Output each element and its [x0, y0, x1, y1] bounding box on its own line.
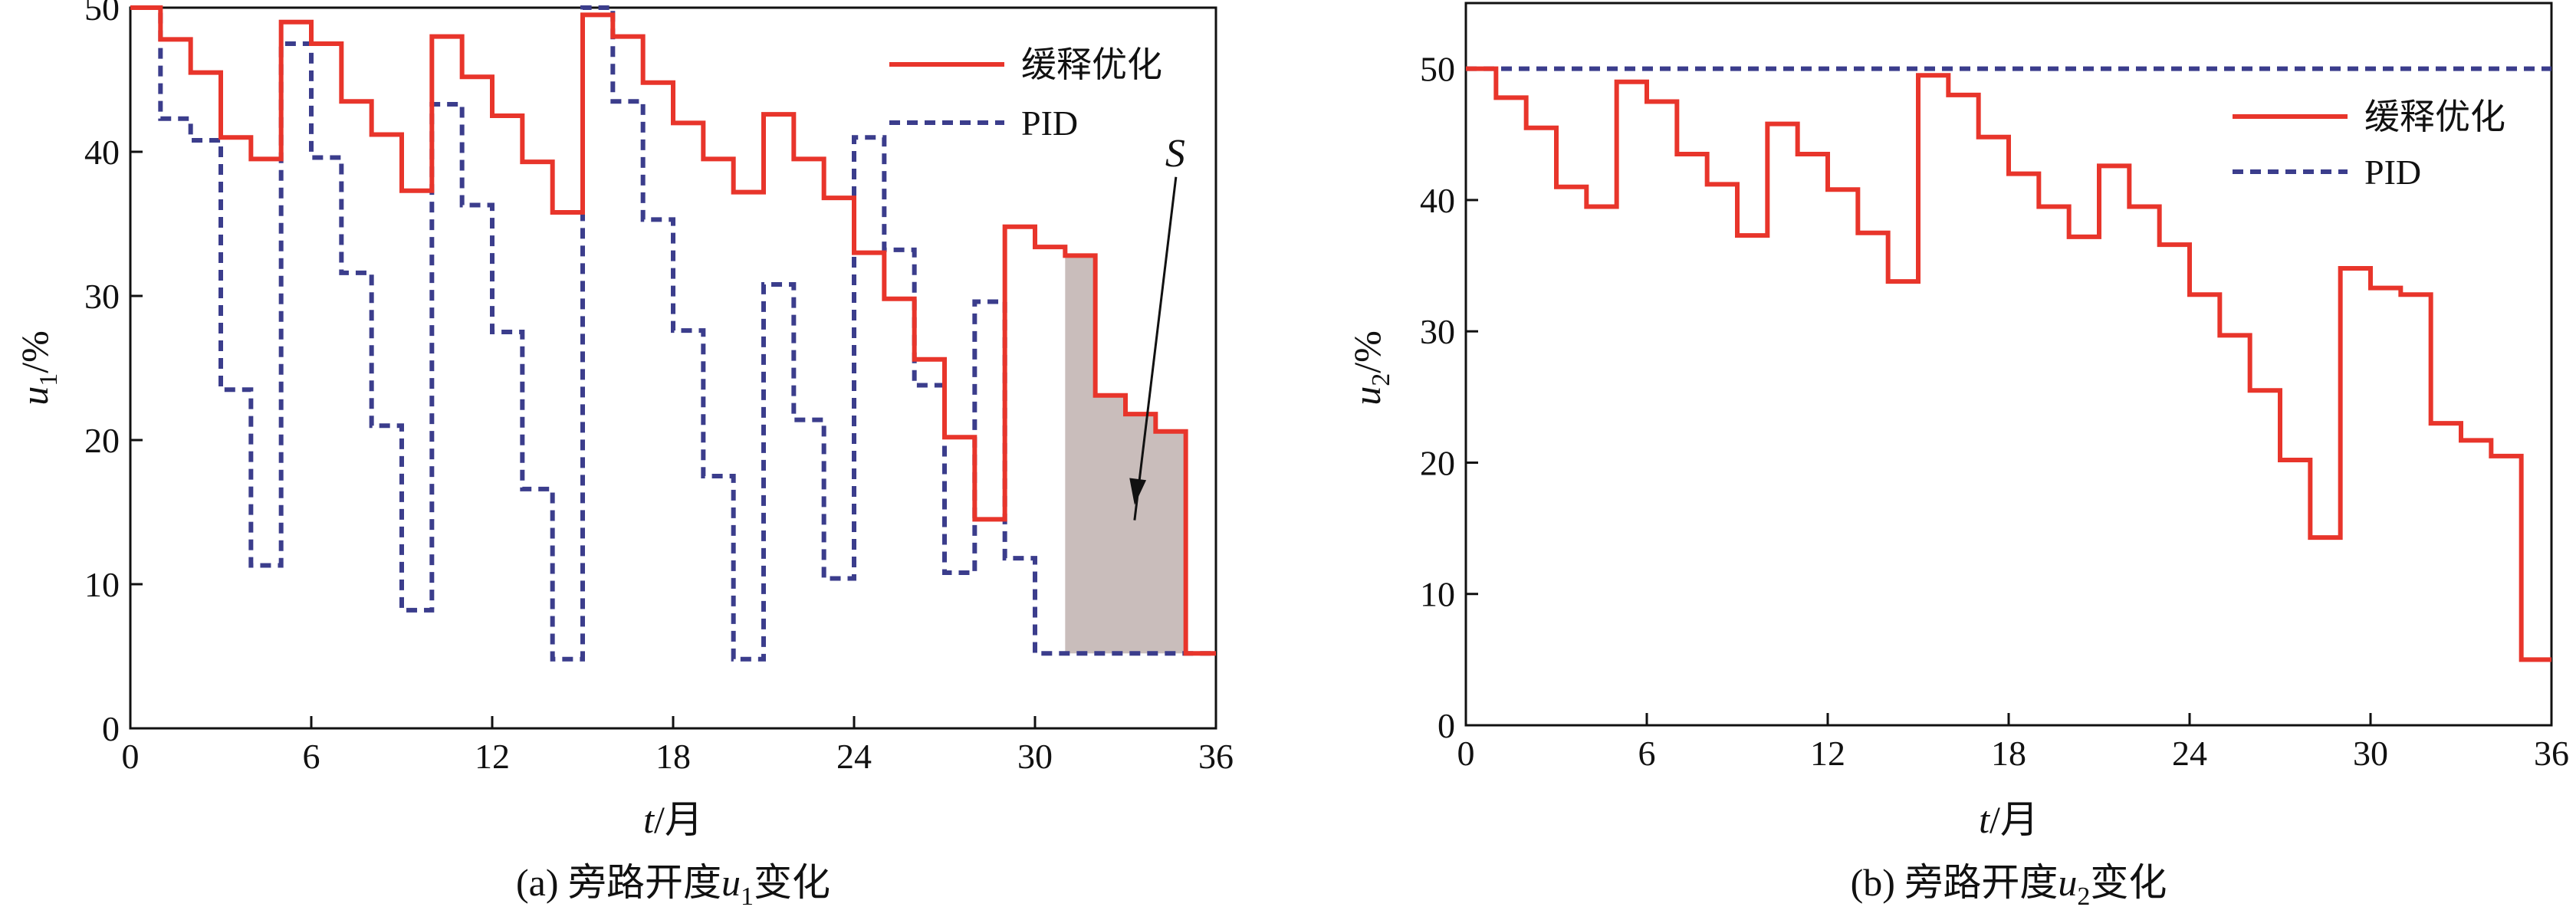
x-tick-label: 30	[1017, 737, 1053, 776]
y-tick-label: 50	[84, 0, 120, 28]
legend-b-pid-label: PID	[2364, 153, 2421, 192]
y-tick-label: 0	[1438, 706, 1455, 745]
y-tick-label: 50	[1420, 50, 1455, 89]
x-tick-label: 18	[656, 737, 691, 776]
legend-b-optimized-label: 缓释优化	[2364, 97, 2505, 136]
x-tick-label: 24	[836, 737, 872, 776]
y-tick-label: 20	[1420, 443, 1455, 482]
x-tick-label: 18	[1991, 734, 2026, 773]
x-tick-label: 30	[2353, 734, 2388, 773]
ticks-a: 0 6 12 18 24 30 36 0 10 20 30 40 50	[84, 0, 1234, 776]
y-axis-label-b: u2/%	[1346, 330, 1395, 406]
x-axis-label-b: t/月	[1979, 798, 2039, 841]
y-tick-label: 40	[84, 133, 120, 172]
caption-b: (b) 旁路开度u2变化	[1851, 861, 2167, 911]
y-tick-label: 0	[102, 709, 120, 748]
legend-b: 缓释优化 PID	[2233, 97, 2505, 192]
ticks-b: 0 6 12 18 24 30 36 0 10 20 30 40 50	[1420, 50, 2569, 773]
x-tick-label: 6	[1638, 734, 1656, 773]
annotation-s-label: S	[1165, 132, 1185, 176]
x-tick-label: 24	[2172, 734, 2207, 773]
optimized-series-b	[1466, 66, 2551, 662]
panel-b: 0 6 12 18 24 30 36 0 10 20 30 40 50 缓释优化 PID u2/% t/…	[1346, 2, 2569, 911]
x-tick-label: 12	[475, 737, 510, 776]
y-tick-label: 20	[84, 421, 120, 460]
y-tick-label: 40	[1420, 181, 1455, 220]
y-tick-label: 30	[84, 277, 120, 316]
x-tick-label: 36	[2534, 734, 2569, 773]
caption-a: (a) 旁路开度u1变化	[516, 861, 830, 911]
legend-a-optimized-label: 缓释优化	[1021, 45, 1162, 84]
x-tick-label: 6	[303, 737, 320, 776]
y-tick-label: 10	[1420, 575, 1455, 614]
x-tick-label: 12	[1810, 734, 1845, 773]
x-tick-label: 0	[1457, 734, 1475, 773]
annotation-s-arrowhead	[1129, 478, 1147, 505]
y-axis-label-a: u1/%	[13, 330, 63, 406]
legend-a: 缓释优化 PID	[889, 45, 1162, 143]
shaded-area-s	[1065, 255, 1186, 654]
optimized-series-a	[130, 5, 1216, 656]
y-tick-label: 10	[84, 565, 120, 604]
x-tick-label: 0	[122, 737, 140, 776]
x-axis-label-a: t/月	[643, 798, 703, 841]
annotation-s-arrow	[1133, 176, 1178, 521]
x-tick-label: 36	[1198, 737, 1234, 776]
y-tick-label: 30	[1420, 312, 1455, 351]
legend-a-pid-label: PID	[1021, 104, 1078, 143]
